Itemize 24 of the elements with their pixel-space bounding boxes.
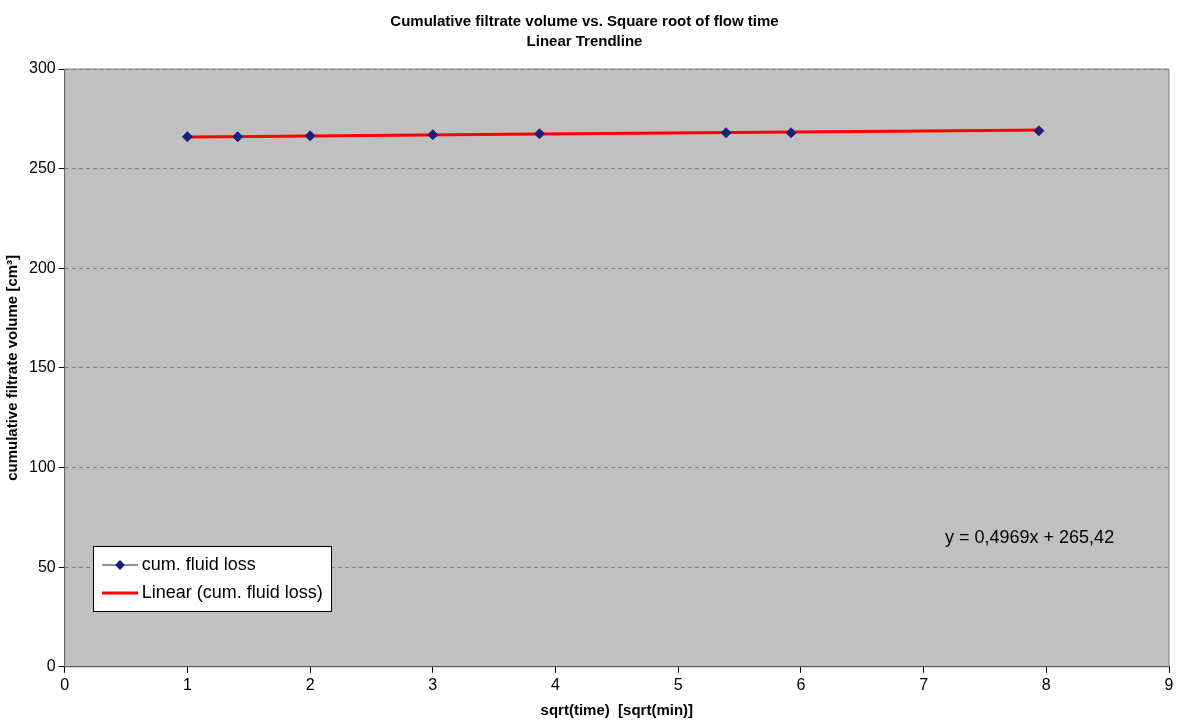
- x-tick-label: 4: [551, 675, 561, 693]
- y-tick-label: 0: [46, 657, 56, 675]
- x-tick-label: 2: [305, 675, 315, 693]
- y-tick-label: 50: [37, 557, 56, 575]
- chart-title: Cumulative filtrate volume vs. Square root of flow time: [390, 12, 779, 30]
- y-tick-label: 300: [28, 59, 56, 77]
- x-axis-title: sqrt(time) [sqrt(min)]: [540, 701, 694, 719]
- y-tick-label: 100: [28, 457, 56, 475]
- y-tick-label: 250: [28, 159, 56, 177]
- chart-subtitle: Linear Trendline: [526, 32, 643, 50]
- x-tick-label: 6: [796, 675, 806, 693]
- y-axis-title: cumulative filtrate volume [cm³]: [3, 254, 21, 481]
- legend-label: Linear (cum. fluid loss): [141, 582, 323, 604]
- legend-label: cum. fluid loss: [141, 554, 256, 576]
- x-tick-label: 0: [60, 675, 70, 693]
- y-tick-label: 150: [28, 358, 56, 376]
- x-tick-label: 1: [182, 675, 192, 693]
- x-tick-label: 5: [673, 675, 683, 693]
- y-tick-label: 200: [28, 258, 56, 276]
- annotation: y = 0,4969x + 265,42: [945, 526, 1115, 548]
- x-tick-label: 7: [919, 675, 929, 693]
- x-tick-label: 8: [1041, 675, 1051, 693]
- x-tick-label: 3: [428, 675, 438, 693]
- x-tick-label: 9: [1164, 675, 1174, 693]
